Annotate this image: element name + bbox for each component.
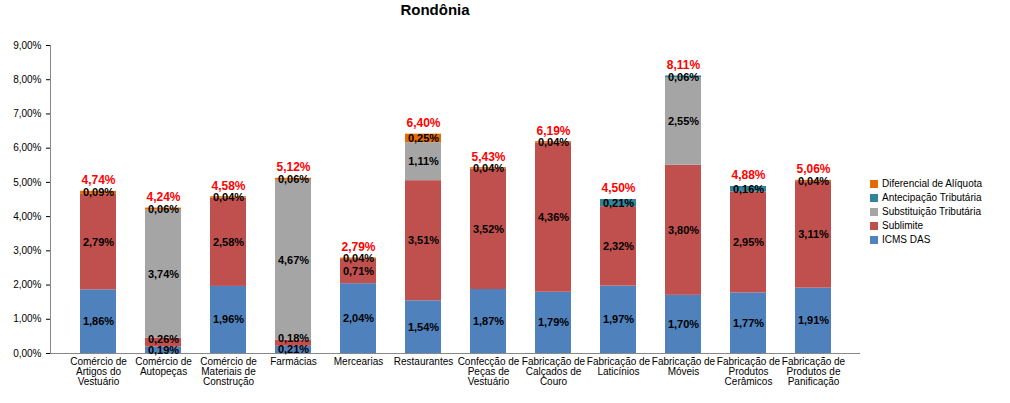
svg-text:Mercearias: Mercearias <box>334 356 383 367</box>
svg-text:Farmácias: Farmácias <box>270 356 317 367</box>
svg-text:3,00%: 3,00% <box>13 245 41 256</box>
svg-text:0,25%: 0,25% <box>408 132 439 144</box>
svg-text:0,18%: 0,18% <box>278 332 309 344</box>
svg-text:5,43%: 5,43% <box>471 150 505 164</box>
svg-text:Comércio deAutopeças: Comércio deAutopeças <box>135 356 192 377</box>
html-text:Substituição Tributária: Substituição Tributária <box>882 206 981 217</box>
svg-text:1,97%: 1,97% <box>603 313 634 325</box>
svg-text:2,58%: 2,58% <box>213 236 244 248</box>
svg-text:6,19%: 6,19% <box>536 124 570 138</box>
svg-text:5,00%: 5,00% <box>13 177 41 188</box>
svg-text:0,26%: 0,26% <box>148 333 179 345</box>
html-text:Diferencial de Alíquota: Diferencial de Alíquota <box>882 178 983 189</box>
svg-text:0,04%: 0,04% <box>473 162 504 174</box>
svg-text:8,00%: 8,00% <box>13 74 41 85</box>
svg-text:1,70%: 1,70% <box>668 318 699 330</box>
svg-text:0,00%: 0,00% <box>13 348 41 359</box>
svg-text:4,74%: 4,74% <box>81 173 115 187</box>
svg-text:0,21%: 0,21% <box>603 197 634 209</box>
svg-text:0,04%: 0,04% <box>343 252 374 264</box>
svg-text:Fabricação deProdutos dePanifi: Fabricação deProdutos dePanificação <box>782 356 846 387</box>
svg-text:2,95%: 2,95% <box>733 236 764 248</box>
svg-text:4,24%: 4,24% <box>146 190 180 204</box>
svg-text:0,21%: 0,21% <box>278 343 309 355</box>
svg-text:0,06%: 0,06% <box>668 71 699 83</box>
svg-text:2,00%: 2,00% <box>13 279 41 290</box>
svg-text:1,91%: 1,91% <box>798 314 829 326</box>
svg-text:3,51%: 3,51% <box>408 234 439 246</box>
svg-text:0,04%: 0,04% <box>538 136 569 148</box>
svg-text:0,04%: 0,04% <box>798 175 829 187</box>
svg-text:0,19%: 0,19% <box>148 344 179 356</box>
svg-text:1,00%: 1,00% <box>13 313 41 324</box>
svg-text:4,88%: 4,88% <box>731 168 765 182</box>
svg-text:6,00%: 6,00% <box>13 142 41 153</box>
svg-text:4,00%: 4,00% <box>13 211 41 222</box>
svg-text:4,58%: 4,58% <box>211 179 245 193</box>
svg-text:3,52%: 3,52% <box>473 223 504 235</box>
svg-text:1,11%: 1,11% <box>408 155 439 167</box>
svg-text:4,50%: 4,50% <box>601 181 635 195</box>
svg-text:1,79%: 1,79% <box>538 316 569 328</box>
svg-text:Fabricação deLaticínios: Fabricação deLaticínios <box>587 356 651 377</box>
svg-text:Fabricação deMóveis: Fabricação deMóveis <box>652 356 716 377</box>
html-text:Antecipação Tributária: Antecipação Tributária <box>882 192 982 203</box>
svg-text:2,79%: 2,79% <box>83 236 114 248</box>
svg-text:4,67%: 4,67% <box>278 254 309 266</box>
svg-text:Confecção dePeças deVestuário: Confecção dePeças deVestuário <box>458 356 520 387</box>
svg-text:Restaurantes: Restaurantes <box>394 356 453 367</box>
svg-text:Fabricação deCalçados deCouro: Fabricação deCalçados deCouro <box>522 356 586 387</box>
svg-text:5,06%: 5,06% <box>796 162 830 176</box>
svg-text:2,55%: 2,55% <box>668 115 699 127</box>
svg-text:Comércio deMateriais deConstru: Comércio deMateriais deConstrução <box>200 356 257 387</box>
svg-text:1,96%: 1,96% <box>213 313 244 325</box>
svg-text:1,54%: 1,54% <box>408 321 439 333</box>
svg-text:0,06%: 0,06% <box>278 173 309 185</box>
svg-text:6,40%: 6,40% <box>406 116 440 130</box>
svg-text:3,80%: 3,80% <box>668 224 699 236</box>
svg-text:3,11%: 3,11% <box>798 228 829 240</box>
svg-text:2,32%: 2,32% <box>603 240 634 252</box>
html-text:Rondônia: Rondônia <box>400 1 470 18</box>
svg-text:1,86%: 1,86% <box>83 315 114 327</box>
svg-text:8,11%: 8,11% <box>667 58 701 72</box>
svg-text:9,00%: 9,00% <box>13 40 41 51</box>
svg-text:4,36%: 4,36% <box>538 211 569 223</box>
svg-text:3,74%: 3,74% <box>148 268 179 280</box>
svg-text:7,00%: 7,00% <box>13 108 41 119</box>
svg-text:2,04%: 2,04% <box>343 312 374 324</box>
svg-text:0,16%: 0,16% <box>733 183 764 195</box>
svg-text:Comércio deArtigos doVestuário: Comércio deArtigos doVestuário <box>70 356 127 387</box>
svg-text:2,79%: 2,79% <box>341 240 375 254</box>
svg-text:1,87%: 1,87% <box>473 315 504 327</box>
svg-text:1,77%: 1,77% <box>733 317 764 329</box>
html-text:ICMS DAS: ICMS DAS <box>882 234 931 245</box>
svg-text:0,71%: 0,71% <box>343 265 374 277</box>
svg-text:5,12%: 5,12% <box>276 160 310 174</box>
svg-text:0,06%: 0,06% <box>148 203 179 215</box>
svg-text:0,09%: 0,09% <box>83 186 114 198</box>
html-text:Sublimite: Sublimite <box>882 220 924 231</box>
svg-text:Fabricação deProdutosCerâmicos: Fabricação deProdutosCerâmicos <box>717 356 781 387</box>
svg-text:0,04%: 0,04% <box>213 191 244 203</box>
